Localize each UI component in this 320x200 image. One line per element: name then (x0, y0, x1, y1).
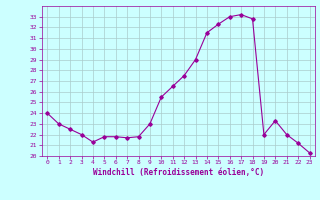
X-axis label: Windchill (Refroidissement éolien,°C): Windchill (Refroidissement éolien,°C) (93, 168, 264, 177)
